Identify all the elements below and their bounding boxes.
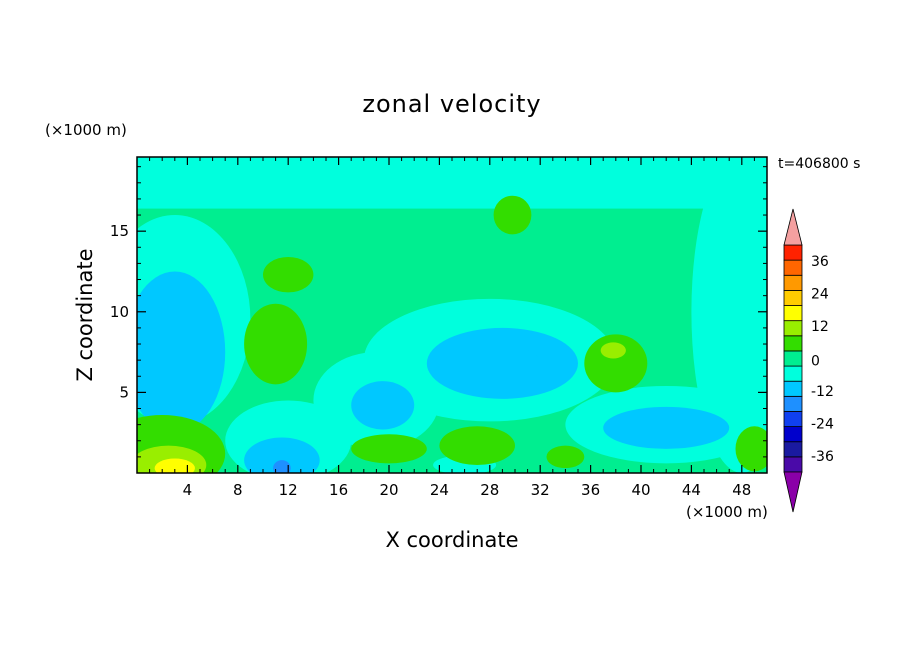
colorbar-under-arrow: [783, 471, 803, 513]
contour-region-20: [154, 458, 195, 473]
colorbar-segment: [783, 365, 803, 382]
colorbar-segment: [783, 320, 803, 337]
contour-region-0: [137, 157, 767, 209]
colorbar-segment: [783, 426, 803, 443]
colorbar-segment: [783, 274, 803, 291]
contour-region-25: [600, 342, 626, 359]
plot-area: [137, 157, 767, 473]
x-tick-label: 24: [430, 481, 449, 499]
x-axis: 4 8 12 16 20 24 28 32 36 40 44 48: [149, 157, 755, 499]
contour-region-29: [546, 445, 585, 469]
colorbar-tick-label: 36: [811, 254, 829, 270]
contour-region-27: [439, 426, 515, 465]
colorbar-tick-label: 24: [811, 287, 829, 303]
colorbar-segment: [783, 395, 803, 412]
x-tick-label: 48: [732, 481, 751, 499]
contour-region-22: [263, 256, 314, 293]
colorbar-segment: [783, 244, 803, 261]
contour-region-14: [273, 460, 291, 473]
x-tick-label: 16: [329, 481, 348, 499]
contour-region-10: [351, 381, 415, 430]
contour-region-8: [464, 345, 541, 382]
colorbar-segment: [783, 259, 803, 276]
colorbar-tick-label: -36: [811, 449, 834, 465]
colorbar-segment: [783, 411, 803, 428]
chart-title: zonal velocity: [362, 90, 541, 118]
contour-region-4: [140, 344, 172, 370]
y-tick-label: 15: [110, 222, 129, 240]
x-tick-label: 12: [279, 481, 298, 499]
contour-region-3: [152, 284, 198, 324]
colorbar-segment: [783, 380, 803, 397]
y-tick-label: 10: [110, 303, 129, 321]
colorbar-segment: [783, 305, 803, 322]
colorbar-tick-label: -24: [811, 416, 834, 432]
x-tick-label: 20: [379, 481, 398, 499]
y-axis: 5 10 15: [110, 166, 767, 458]
x-tick-label: 32: [531, 481, 550, 499]
colorbar-tick-label: 0: [811, 354, 820, 370]
contour-region-24: [584, 334, 648, 393]
y-axis-label: Z coordinate: [73, 248, 97, 381]
colorbar: 36 24 12 0 -12 -24 -36: [783, 208, 834, 513]
x-axis-label: X coordinate: [385, 528, 518, 552]
x-tick-label: 36: [581, 481, 600, 499]
colorbar-segment: [783, 350, 803, 367]
time-label: t=406800 s: [778, 156, 860, 172]
x-unit-label: (×1000 m): [686, 503, 768, 521]
y-tick-label: 5: [119, 383, 129, 401]
x-tick-label: 28: [480, 481, 499, 499]
y-unit-label: (×1000 m): [45, 121, 127, 139]
contour-region-28: [735, 426, 767, 472]
colorbar-segment: [783, 335, 803, 352]
contour-region-16: [603, 406, 730, 449]
colorbar-tick-label: 12: [811, 319, 829, 335]
x-tick-label: 40: [631, 481, 650, 499]
contour-region-21: [244, 303, 308, 385]
x-tick-label: 8: [233, 481, 243, 499]
contour-region-23: [493, 195, 532, 235]
contour-region-26: [351, 434, 427, 464]
colorbar-tick-label: -12: [811, 384, 834, 400]
x-tick-label: 44: [682, 481, 701, 499]
colorbar-over-arrow: [783, 208, 803, 246]
x-tick-label: 4: [183, 481, 193, 499]
colorbar-segment: [783, 441, 803, 458]
colorbar-segment: [783, 456, 803, 473]
colorbar-segment: [783, 289, 803, 306]
